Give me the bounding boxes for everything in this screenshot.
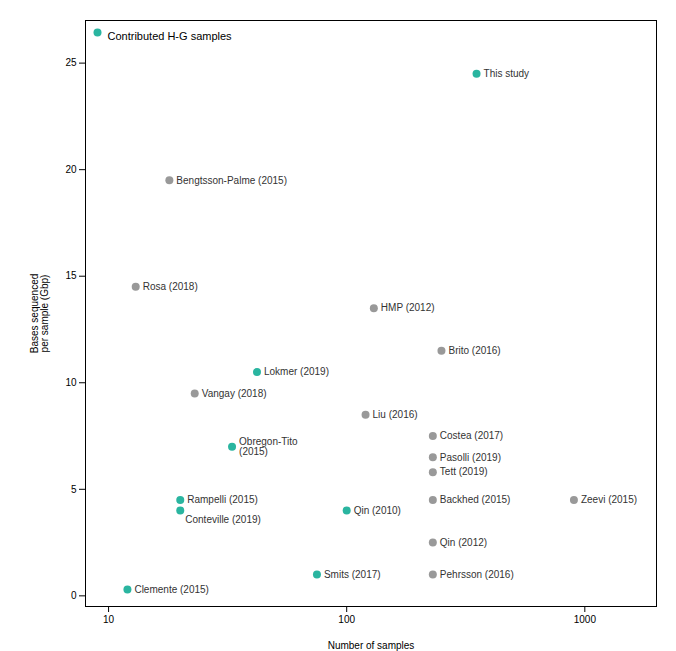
svg-text:0: 0 [71, 590, 77, 601]
svg-text:Pehrsson (2016): Pehrsson (2016) [440, 569, 514, 580]
svg-text:Rampelli (2015): Rampelli (2015) [187, 494, 258, 505]
svg-text:Smits (2017): Smits (2017) [324, 569, 381, 580]
svg-text:Obregon-Tito(2015): Obregon-Tito(2015) [239, 436, 298, 457]
svg-text:Conteville (2019): Conteville (2019) [185, 514, 261, 525]
svg-text:100: 100 [338, 614, 355, 625]
svg-text:Bases sequencedper sample (Gbp: Bases sequencedper sample (Gbp) [29, 274, 50, 354]
svg-text:10: 10 [65, 377, 77, 388]
svg-text:Lokmer (2019): Lokmer (2019) [264, 366, 329, 377]
svg-text:10: 10 [103, 614, 115, 625]
svg-text:Qin (2012): Qin (2012) [440, 537, 487, 548]
svg-text:Liu (2016): Liu (2016) [373, 409, 418, 420]
svg-text:Pasolli (2019): Pasolli (2019) [440, 452, 501, 463]
svg-text:Backhed (2015): Backhed (2015) [440, 494, 511, 505]
svg-text:Number of samples: Number of samples [328, 640, 415, 651]
svg-text:Bengtsson-Palme (2015): Bengtsson-Palme (2015) [176, 175, 287, 186]
svg-text:Costea (2017): Costea (2017) [440, 430, 503, 441]
svg-text:20: 20 [65, 164, 77, 175]
svg-text:Rosa (2018): Rosa (2018) [143, 281, 198, 292]
svg-text:Vangay (2018): Vangay (2018) [202, 388, 267, 399]
svg-text:Contributed H-G samples: Contributed H-G samples [108, 30, 233, 42]
svg-text:HMP (2012): HMP (2012) [381, 302, 435, 313]
svg-text:Brito (2016): Brito (2016) [448, 345, 500, 356]
svg-text:1000: 1000 [574, 614, 597, 625]
svg-text:Zeevi (2015): Zeevi (2015) [581, 494, 637, 505]
svg-text:5: 5 [71, 484, 77, 495]
svg-text:25: 25 [65, 57, 77, 68]
svg-text:Qin (2010): Qin (2010) [354, 505, 401, 516]
svg-text:Clemente (2015): Clemente (2015) [134, 584, 208, 595]
svg-text:This study: This study [484, 68, 530, 79]
svg-text:15: 15 [65, 270, 77, 281]
svg-text:Tett (2019): Tett (2019) [440, 466, 488, 477]
